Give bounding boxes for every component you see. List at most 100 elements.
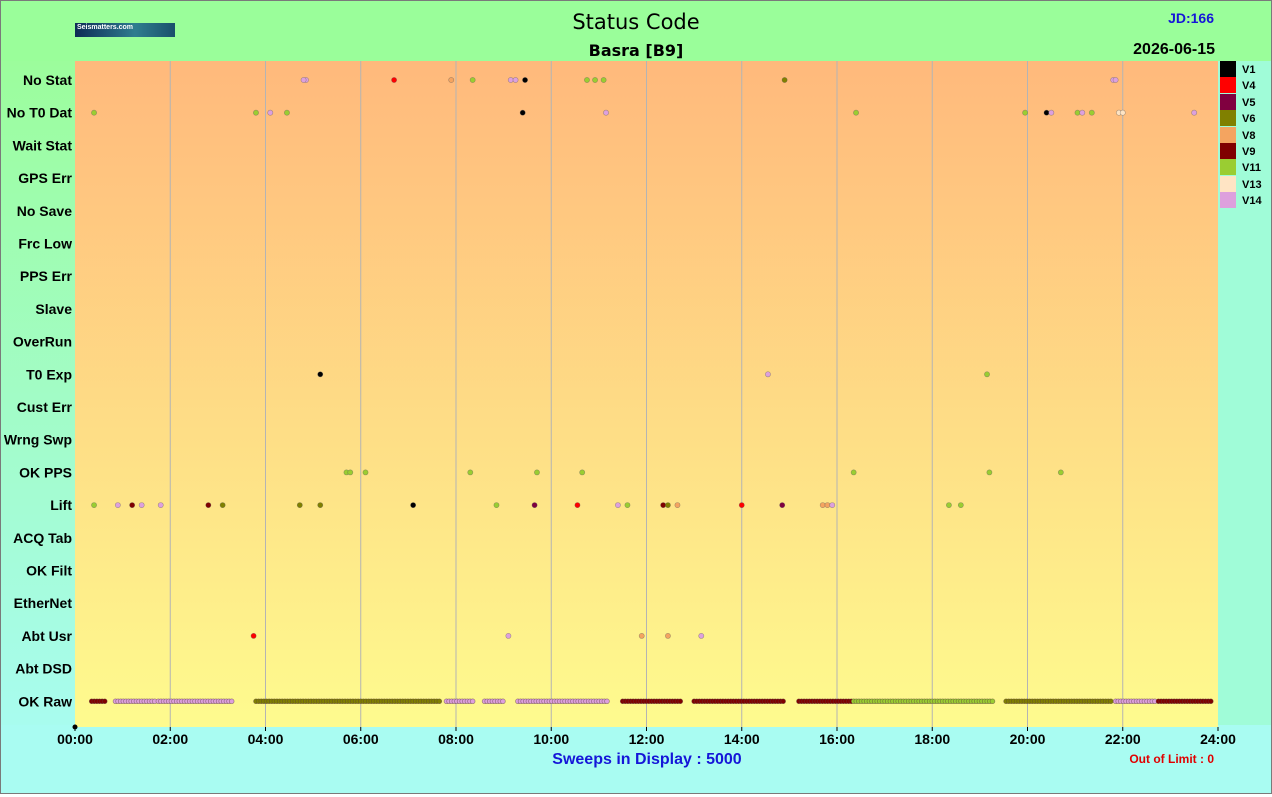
row-label: T0 Exp — [26, 366, 72, 382]
out-of-limit: Out of Limit : 0 — [1129, 752, 1214, 766]
data-point — [253, 109, 259, 116]
sweeps-in-display: Sweeps in Display : 5000 — [552, 751, 742, 768]
data-point — [1119, 109, 1126, 116]
data-point — [615, 502, 621, 508]
logo-text: Seismatters.com — [77, 24, 134, 31]
data-point — [469, 77, 476, 83]
legend-label: V13 — [1242, 178, 1262, 191]
data-point — [829, 502, 836, 508]
x-tick-label: 24:00 — [1200, 731, 1236, 747]
row-label: OverRun — [13, 334, 72, 350]
header-background — [1, 1, 1271, 65]
data-point — [347, 469, 354, 476]
data-point — [317, 502, 324, 508]
data-point — [1048, 109, 1055, 116]
data-point — [500, 698, 506, 705]
row-label: Wait Stat — [13, 137, 73, 153]
data-point — [519, 109, 526, 116]
data-point — [157, 502, 164, 508]
station-subtitle: Basra [B9] — [588, 41, 684, 60]
data-point — [129, 502, 136, 508]
row-label: Frc Low — [18, 236, 72, 252]
x-tick-label: 22:00 — [1105, 731, 1141, 747]
data-point — [738, 502, 745, 508]
data-point — [989, 698, 996, 705]
x-tick-label: 00:00 — [57, 731, 93, 747]
data-point — [317, 371, 324, 378]
data-point — [781, 77, 788, 83]
data-point — [765, 371, 771, 378]
data-point — [824, 502, 831, 508]
data-point — [1057, 469, 1064, 476]
data-point — [436, 698, 443, 705]
row-label: GPS Err — [18, 170, 72, 186]
seismatters-logo: Seismatters.com — [75, 23, 175, 37]
legend-swatch — [1220, 61, 1236, 77]
legend-label: V1 — [1242, 64, 1256, 76]
legend-swatch — [1220, 77, 1236, 94]
data-point — [638, 633, 645, 639]
julian-day: JD:166 — [1168, 10, 1214, 26]
x-tick-label: 16:00 — [819, 731, 855, 747]
legend-swatch — [1220, 126, 1236, 143]
data-point — [138, 502, 145, 508]
data-point — [600, 77, 607, 83]
data-point — [534, 469, 540, 476]
data-point — [986, 469, 993, 476]
data-point — [391, 77, 397, 83]
data-point — [219, 502, 226, 508]
legend-label: V9 — [1242, 145, 1256, 158]
data-point — [531, 502, 538, 508]
x-tick-label: 20:00 — [1010, 731, 1046, 747]
data-point — [102, 698, 108, 705]
data-point — [469, 698, 476, 705]
data-point — [1088, 109, 1095, 116]
data-point — [665, 502, 671, 508]
legend-label: V14 — [1242, 195, 1262, 208]
data-point — [660, 502, 667, 508]
data-point — [114, 502, 121, 508]
data-point — [91, 109, 97, 116]
data-point — [410, 502, 417, 508]
row-label: OK Raw — [18, 693, 72, 709]
footer-background — [1, 725, 1271, 793]
data-point — [984, 371, 990, 378]
x-tick-label: 02:00 — [152, 731, 188, 747]
data-point — [1074, 109, 1081, 116]
data-point — [284, 109, 290, 116]
legend-swatch — [1220, 159, 1236, 176]
data-point — [228, 698, 235, 705]
data-point — [604, 698, 610, 705]
legend-label: V4 — [1242, 80, 1256, 93]
row-label: Slave — [35, 301, 72, 317]
data-point — [1191, 109, 1198, 116]
data-point — [267, 109, 274, 116]
row-label: No Stat — [23, 72, 72, 88]
x-tick-label: 14:00 — [724, 731, 760, 747]
data-point — [1208, 698, 1214, 705]
legend-swatch — [1220, 142, 1236, 159]
data-point — [507, 77, 514, 83]
data-point — [624, 502, 631, 508]
legend-label: V11 — [1242, 162, 1261, 175]
x-tick-label: 18:00 — [914, 731, 950, 747]
chart-date: 2026-06-15 — [1133, 41, 1215, 58]
x-tick-label: 04:00 — [248, 731, 284, 747]
row-label: Abt DSD — [15, 661, 72, 677]
row-label: Cust Err — [17, 399, 73, 415]
left-margin — [1, 61, 75, 727]
data-marks — [88, 77, 1214, 705]
row-label: Lift — [50, 497, 72, 513]
data-point — [592, 77, 598, 83]
legend-label: V5 — [1242, 96, 1256, 109]
legend-swatch — [1220, 110, 1236, 127]
row-label: EtherNet — [14, 595, 73, 611]
legend-swatch — [1220, 192, 1236, 209]
data-point — [1079, 109, 1086, 116]
axis-labels: No Stat No T0 Dat Wait Stat GPS Err No Save F… — [4, 72, 1236, 747]
row-label: OK PPS — [19, 464, 72, 480]
data-point — [448, 77, 455, 83]
data-point — [603, 109, 609, 116]
axis-origin — [72, 724, 78, 730]
